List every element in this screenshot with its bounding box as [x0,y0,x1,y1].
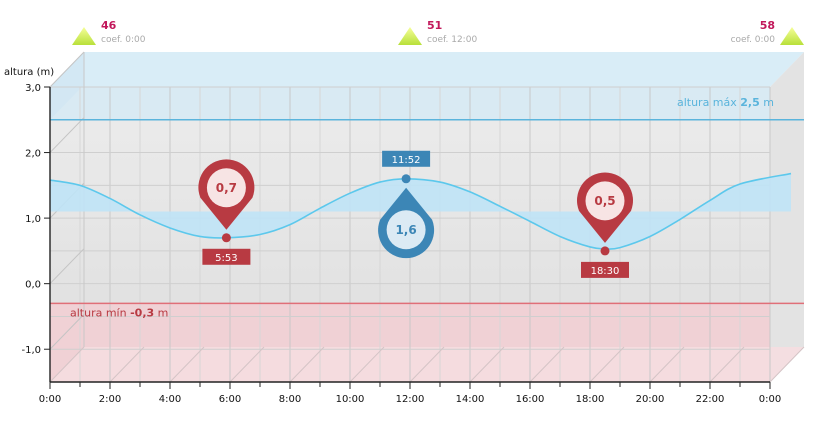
low-tide-time-box [581,261,629,278]
coefficient-value: 58 [760,19,775,32]
low-tide-value: 0,7 [216,181,237,195]
tide-point [600,246,610,256]
coefficient-triangle-icon [780,27,804,45]
grid-depth-line [709,346,745,383]
y-axis-title: altura (m) [4,67,54,78]
low-tide-pin-inner [585,181,625,221]
grid-depth-line [109,346,145,383]
min-height-label: altura mín -0,3 m [70,306,168,319]
y-tick-label: 2,0 [25,149,41,160]
x-tick-label: 4:00 [159,394,181,405]
chart-top-face [50,52,804,87]
grid-depth-line [649,346,685,383]
grid-depth-line [769,346,805,383]
x-tick-label: 18:00 [576,394,605,405]
low-tide-time-box [202,248,251,265]
low-tide-time: 18:30 [591,266,620,277]
x-tick-label: 0:00 [39,394,61,405]
coefficient-triangle-icon [398,27,422,45]
grid-depth-line [229,346,265,383]
grid-depth-line [49,51,85,88]
x-tick-label: 16:00 [516,394,545,405]
low-tide-value: 0,5 [594,194,615,208]
tide-curve [49,172,792,250]
coefficient-triangle-icon [72,27,96,45]
grid-depth-line [49,313,85,350]
grid-depth-line [469,346,505,383]
grid-depth-line [49,248,85,285]
max-zone-left [50,52,84,120]
coefficient-value: 46 [101,19,117,32]
x-tick-label: 6:00 [219,394,241,405]
chart-side-face [770,52,804,382]
grid-depth-line [49,117,85,153]
tide-point [401,174,411,184]
high-tide-time: 11:52 [392,155,421,166]
grid-depth-line [349,346,385,383]
x-tick-label: 22:00 [696,394,725,405]
grid-depth-line [409,346,445,383]
grid-depth-line [589,346,625,383]
max-height-label: altura máx 2,5 m [677,96,774,109]
coefficient-label: coef. 0:00 [101,35,146,45]
x-tick-label: 14:00 [456,394,485,405]
grid-depth-line [529,346,565,383]
coefficient-value: 51 [427,19,442,32]
low-tide-pin-inner [206,168,246,208]
high-tide-pin-inner [386,210,426,250]
x-tick-label: 20:00 [636,394,665,405]
grid-depth-line [169,346,205,383]
y-tick-label: -1,0 [21,345,41,356]
y-tick-label: 1,0 [25,214,41,225]
coefficient-label: coef. 0:00 [731,35,776,45]
high-tide-time-box [382,150,431,167]
y-tick-label: 3,0 [25,83,41,94]
grid-depth-line [289,346,325,383]
x-tick-label: 10:00 [336,394,365,405]
y-tick-label: 0,0 [25,280,41,291]
coefficient-label: coef. 12:00 [427,35,477,45]
x-tick-label: 2:00 [99,394,121,405]
tide-point [221,233,231,243]
x-tick-label: 0:00 [759,394,781,405]
high-tide-value: 1,6 [395,223,416,237]
x-tick-label: 8:00 [279,394,301,405]
x-tick-label: 12:00 [396,394,425,405]
grid-depth-line [49,346,85,383]
low-tide-time: 5:53 [215,253,237,264]
